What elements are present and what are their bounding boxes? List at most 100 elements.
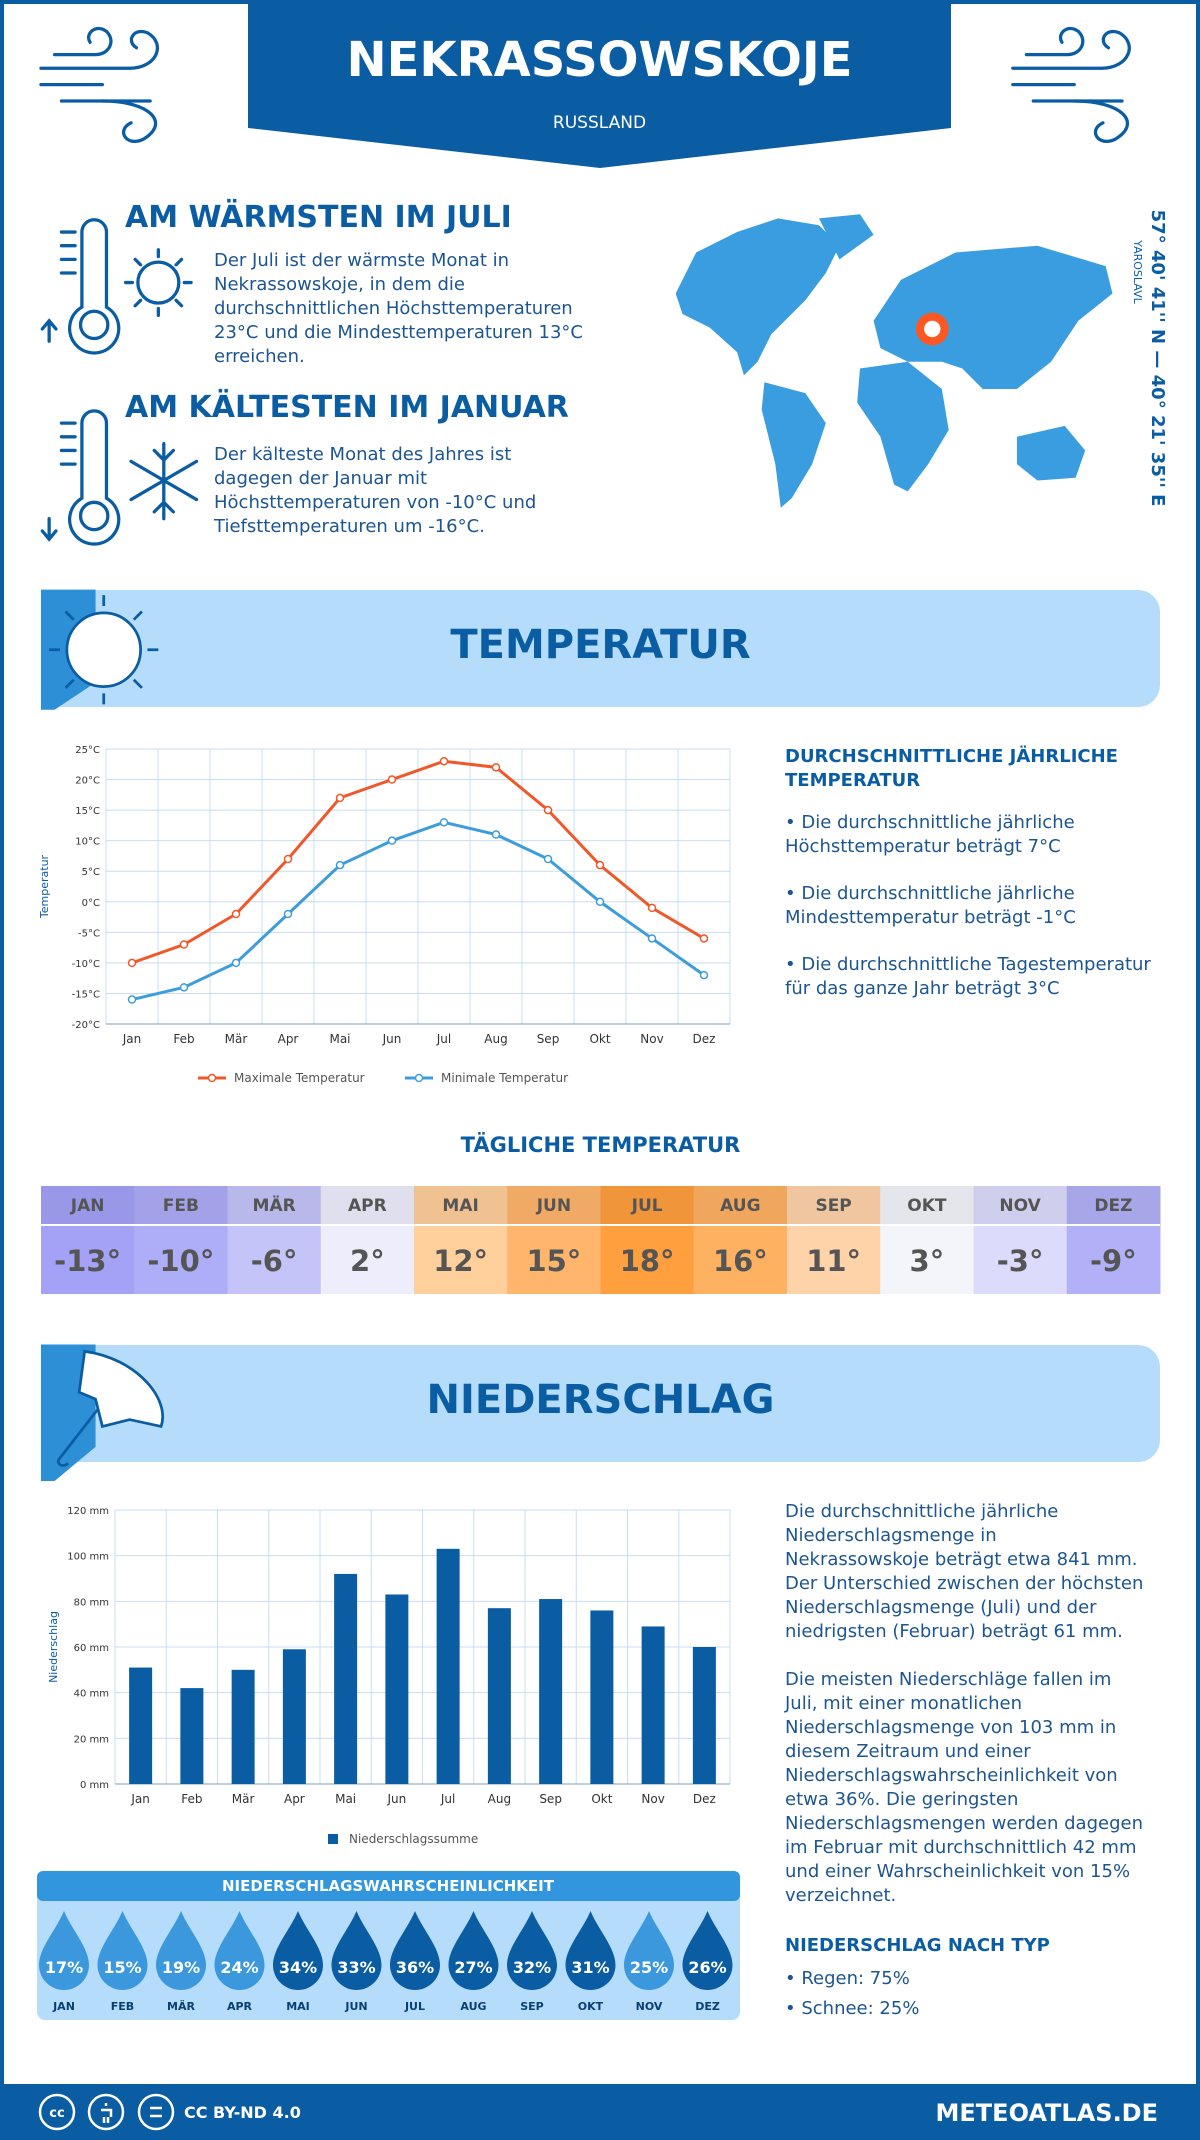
probability-month: APR [227, 2000, 253, 2013]
type-item: • Regen: 75% [785, 1968, 910, 1989]
probability-month: MAI [286, 2000, 310, 2013]
world-map [675, 214, 1113, 508]
daily-value: 3° [910, 1244, 945, 1278]
point [231, 958, 241, 968]
month-label: NOV [999, 1196, 1041, 1216]
legend-label: Maximale Temperatur [234, 1071, 365, 1085]
point [647, 934, 657, 943]
x-tick-label: Jan [130, 1792, 150, 1806]
month-cell [507, 1186, 601, 1294]
drop [565, 1911, 616, 1990]
probability-value: 33% [337, 1958, 375, 1977]
x-tick-label: Dez [693, 1032, 716, 1046]
point [127, 995, 137, 1004]
x-tick-label: Mai [335, 1792, 356, 1806]
x-tick-label: Feb [173, 1032, 194, 1046]
x-tick-label: Aug [484, 1032, 507, 1046]
summary-list: • Die durchschnittliche jährliche Höchst… [785, 811, 1155, 1024]
daily-value: 12° [433, 1244, 488, 1278]
bar [282, 1649, 306, 1784]
point [543, 805, 553, 815]
daily-value: -10° [147, 1244, 214, 1278]
probability-value: 32% [513, 1958, 551, 1977]
legend-point [207, 1073, 217, 1083]
bar [334, 1573, 358, 1784]
month-label: AUG [720, 1196, 760, 1216]
chart: Jan Feb Mär Apr Mai Jun Jul Aug Sep Okt Nov Dez -20°… [38, 745, 731, 1085]
series-line [131, 759, 705, 965]
probability-month: JUL [404, 2000, 425, 2013]
bar [385, 1594, 409, 1784]
x-tick-label: Nov [641, 1792, 664, 1806]
probability-month: NOV [636, 2000, 663, 2013]
daily-value: 15° [526, 1244, 581, 1278]
probability-value: 36% [396, 1958, 434, 1977]
month-cell [600, 1186, 695, 1294]
month-header-shade [787, 1186, 881, 1224]
probability-title: NIEDERSCHLAGSWAHRSCHEINLICHKEIT [222, 1877, 555, 1895]
month-label: SEP [815, 1196, 851, 1216]
month-header-shade [227, 1186, 322, 1224]
point [491, 830, 501, 839]
site-name: METEOATLAS.DE [936, 2099, 1158, 2127]
point [699, 970, 709, 980]
drop [682, 1911, 733, 1990]
x-tick-label: Sep [537, 1032, 560, 1046]
month-cell [787, 1186, 881, 1294]
bar [590, 1610, 614, 1784]
daily-value: -6° [251, 1244, 298, 1278]
x-tick-label: Okt [591, 1792, 612, 1806]
bar [487, 1608, 511, 1784]
x-tick-label: Apr [278, 1032, 299, 1046]
daily-value: 16° [713, 1244, 768, 1278]
y-tick-label: 20 mm [74, 1734, 109, 1745]
drop [331, 1911, 382, 1990]
point [283, 854, 293, 864]
bar [692, 1647, 716, 1784]
y-axis-label: Niederschlag [47, 1611, 60, 1683]
highlight-title: AM KÄLTESTEN IM JANUAR [125, 390, 569, 425]
month-label: JUL [631, 1196, 663, 1216]
y-tick-label: 0 mm [80, 1780, 109, 1791]
probability-value: 19% [162, 1958, 200, 1977]
probability-value: 27% [454, 1958, 492, 1977]
month-cell [973, 1186, 1068, 1294]
probability-month: FEB [111, 2000, 134, 2013]
section-banner [41, 1345, 1160, 1462]
probability-value: 15% [103, 1958, 141, 1977]
month-label: OKT [907, 1196, 947, 1216]
month-header-shade [134, 1186, 228, 1224]
probability-value: 25% [630, 1958, 668, 1977]
drop [507, 1911, 557, 1990]
paragraph: Die durchschnittliche jährliche Niedersc… [785, 1501, 1144, 1642]
header-banner [248, 0, 951, 168]
month-header-shade [320, 1186, 415, 1224]
bar [180, 1688, 204, 1784]
month-header-shade [1066, 1186, 1161, 1224]
point [231, 909, 241, 919]
y-tick-label: 60 mm [74, 1643, 109, 1654]
footer-bar [0, 2084, 1200, 2140]
point [543, 854, 553, 864]
point [179, 940, 189, 949]
month-label: DEZ [1094, 1196, 1132, 1216]
umbrella-icon [56, 1349, 164, 1467]
chart: Jan Feb Mär Apr Mai Jun Jul Aug Sep Okt Nov Dez 0 mm… [47, 1506, 731, 1846]
probability-month: MÄR [167, 1999, 195, 2013]
month-cell [227, 1186, 322, 1294]
point [387, 775, 397, 784]
point [699, 934, 709, 943]
x-tick-label: Dez [693, 1792, 716, 1806]
month-cell [880, 1186, 974, 1294]
y-tick-label: -10°C [72, 959, 100, 970]
x-tick-label: Apr [284, 1792, 305, 1806]
summary-item: • Die durchschnittliche Tagestemperatur … [785, 954, 1151, 999]
point [335, 860, 345, 870]
point [491, 763, 501, 772]
y-tick-label: 20°C [75, 776, 100, 787]
legend-label: Niederschlagssumme [349, 1832, 478, 1846]
x-tick-label: Aug [488, 1792, 511, 1806]
probability-month: JUN [344, 2000, 367, 2013]
highlight-text: Der kälteste Monat des Jahres ist dagege… [214, 444, 537, 537]
point [127, 958, 137, 968]
